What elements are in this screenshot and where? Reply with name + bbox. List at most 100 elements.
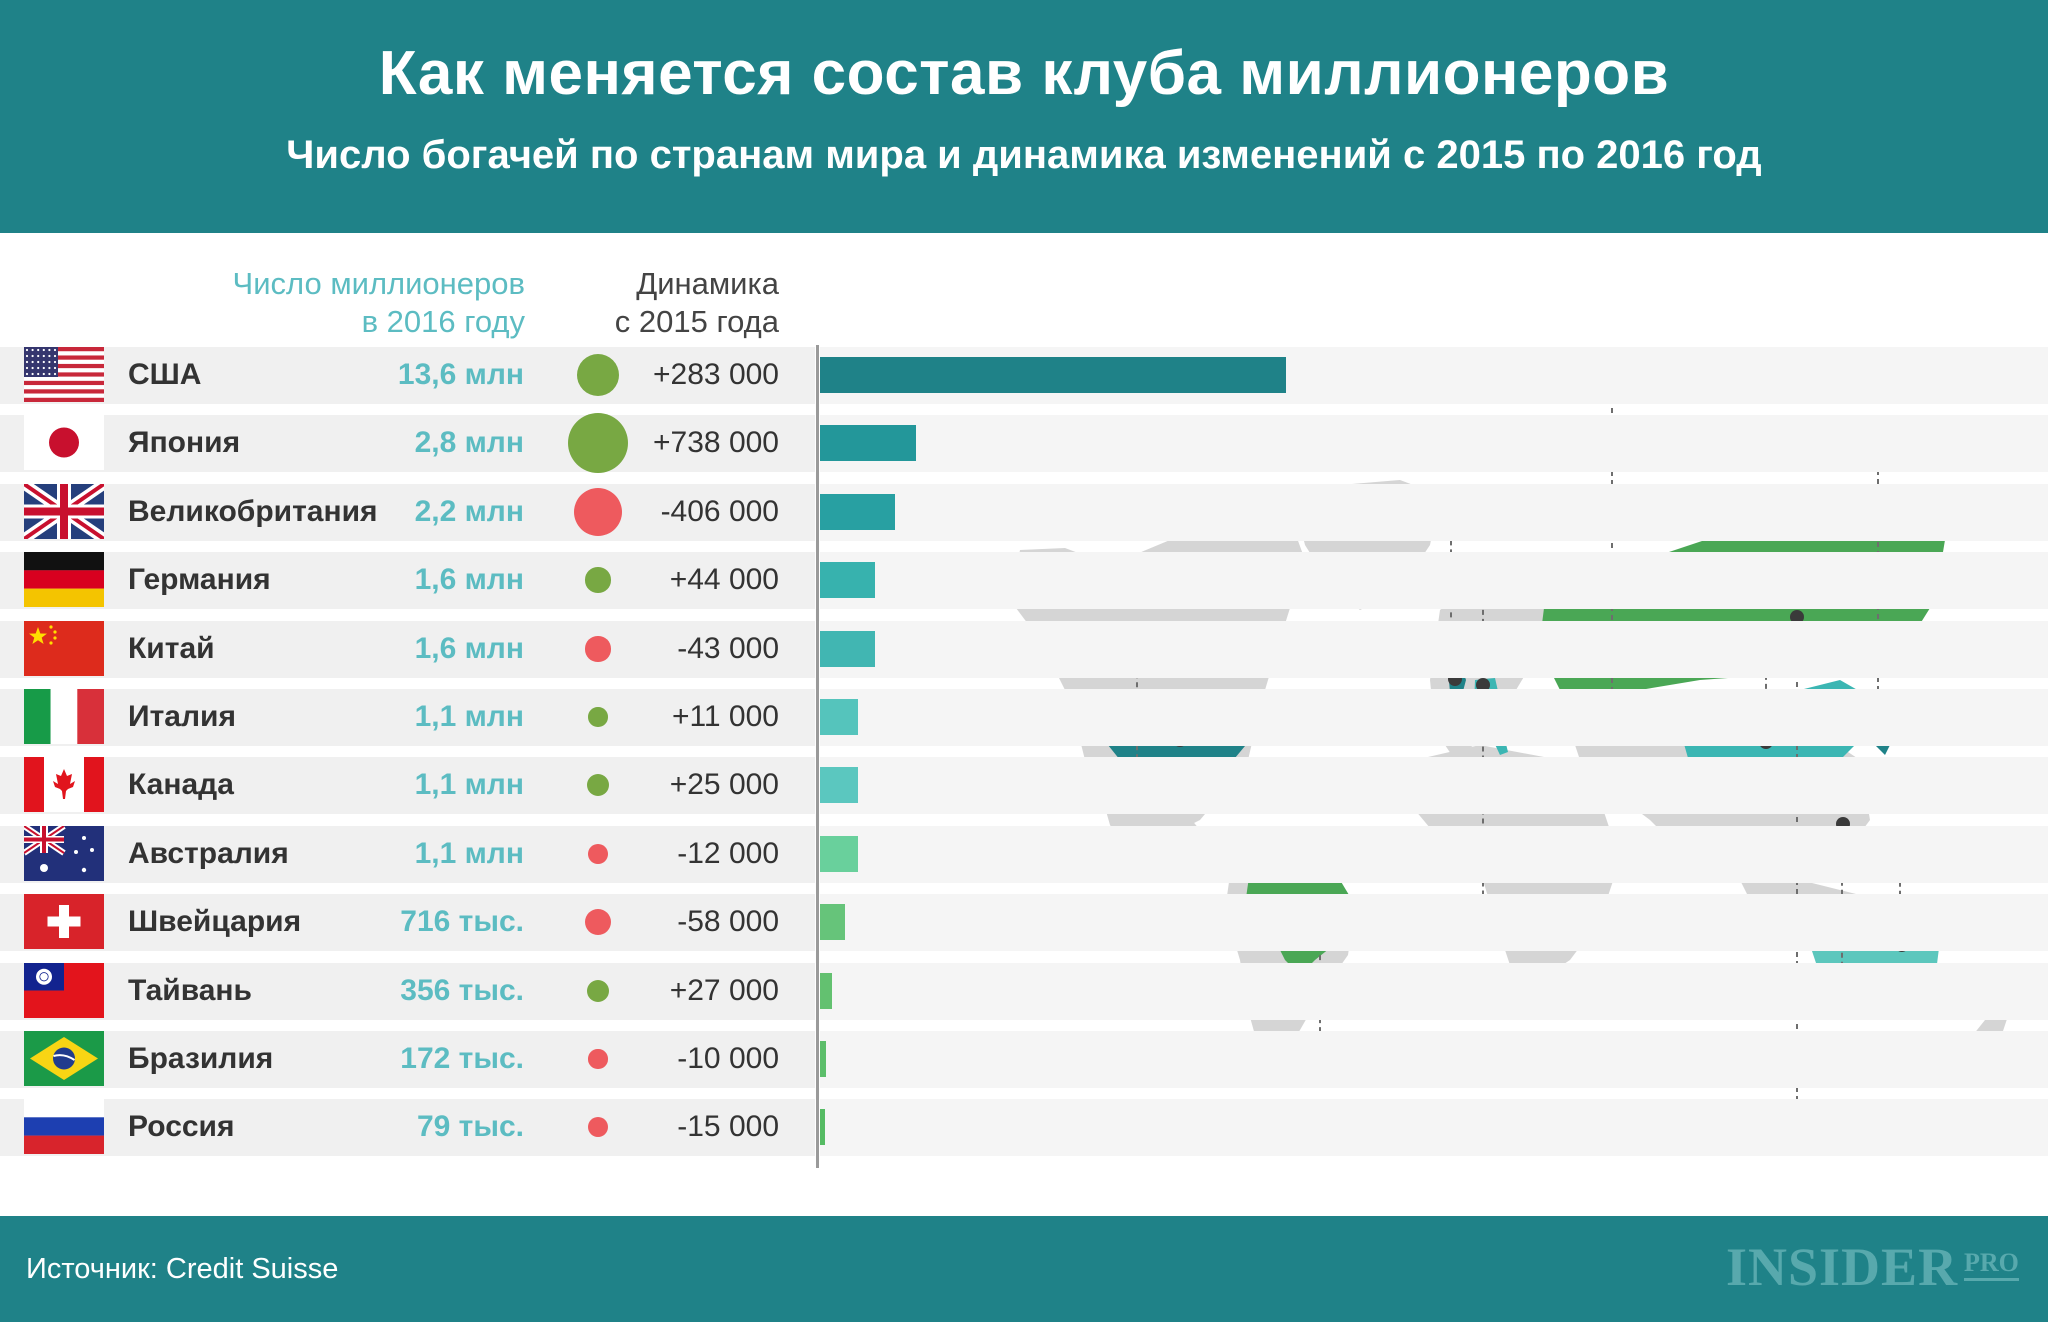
bar-5 [820, 631, 875, 667]
row-stripe [820, 1099, 2048, 1156]
footer: Источник: Credit Suisse INSIDER PRO [0, 1216, 2048, 1322]
flag-uk-icon [24, 484, 104, 539]
change-dot-negative [587, 1116, 609, 1138]
count-column-header: Число миллионеров в 2016 году [233, 265, 525, 341]
change-value: +25 000 [669, 768, 779, 801]
flag-italy-icon [24, 689, 104, 744]
change-dot-negative [573, 487, 623, 537]
flag-australia-icon [24, 826, 104, 881]
table-row: Великобритания 2,2 млн -406 000 [0, 484, 2048, 541]
flag-brazil-icon [24, 1031, 104, 1086]
change-value: -15 000 [677, 1110, 779, 1143]
country-name: Тайвань [128, 974, 252, 1007]
flag-usa-icon [24, 347, 104, 402]
map-marker [1790, 610, 1804, 624]
row-stripe [0, 1031, 815, 1088]
change-header-line1: Динамика [636, 266, 779, 301]
insider-pro-logo: INSIDER [1726, 1237, 1959, 1297]
bar-1 [820, 357, 1286, 393]
bar-10 [820, 973, 833, 1009]
source-note: Источник: Credit Suisse [26, 1253, 339, 1285]
count-header-line1: Число миллионеров [232, 266, 525, 301]
change-value: +27 000 [669, 974, 779, 1007]
table-row: Италия 1,1 млн +11 000 [0, 689, 2048, 746]
table-row: Китай 1,6 млн -43 000 [0, 621, 2048, 678]
country-name: Австралия [128, 837, 289, 870]
change-dot-positive [576, 353, 620, 397]
row-stripe [820, 826, 2048, 883]
table-row: Германия 1,6 млн +44 000 [0, 552, 2048, 609]
change-value: +11 000 [671, 700, 779, 733]
bar-12 [820, 1109, 825, 1145]
change-dot-positive [568, 413, 628, 473]
country-name: Китай [128, 632, 215, 665]
change-value: +44 000 [669, 563, 779, 596]
row-stripe [820, 621, 2048, 678]
bar-axis-line [816, 345, 819, 1168]
row-stripe [0, 347, 815, 404]
country-name: Канада [128, 768, 234, 801]
insider-pro-logo-suffix: PRO [1964, 1248, 2019, 1281]
millionaire-count: 1,1 млн [414, 837, 524, 870]
row-stripe [0, 484, 815, 541]
table-row: Тайвань 356 тыс. +27 000 [0, 963, 2048, 1020]
chart-title: Как меняется состав клуба миллионеров [378, 39, 1670, 108]
header-banner: Как меняется состав клуба миллионеров Чи… [0, 0, 2048, 233]
change-dot-positive [588, 707, 608, 727]
table-row: Япония 2,8 млн +738 000 [0, 413, 2048, 473]
country-name: Россия [128, 1110, 235, 1143]
flag-taiwan-icon [24, 963, 104, 1018]
change-dot-positive [585, 567, 611, 593]
millionaire-count: 1,6 млн [414, 632, 524, 665]
row-stripe [0, 552, 815, 609]
change-dot-positive [586, 773, 610, 797]
bar-11 [820, 1041, 826, 1077]
table-row: США 13,6 млн +283 000 [0, 347, 2048, 404]
bar-2 [820, 425, 916, 461]
change-value: -406 000 [660, 495, 779, 528]
bar-4 [820, 562, 875, 598]
flag-switzerland-icon [24, 894, 104, 949]
flag-canada-icon [24, 757, 104, 812]
millionaire-count: 79 тыс. [416, 1110, 524, 1143]
change-dot-negative [584, 908, 612, 936]
bar-6 [820, 699, 858, 735]
change-column-header: Динамика с 2015 года [615, 265, 779, 341]
millionaire-count: 356 тыс. [400, 974, 524, 1007]
map-russia [1540, 515, 1945, 715]
country-name: Швейцария [128, 905, 302, 938]
millionaire-count: 1,1 млн [414, 768, 524, 801]
row-stripe [0, 1099, 815, 1156]
millionaire-count: 2,2 млн [414, 495, 524, 528]
flag-japan-icon [24, 415, 104, 470]
change-value: -10 000 [677, 1042, 779, 1075]
country-name: США [128, 358, 202, 391]
row-stripe [0, 689, 815, 746]
chart-subtitle: Число богачей по странам мира и динамика… [286, 133, 1762, 177]
count-header-line2: в 2016 году [361, 304, 525, 339]
bar-9 [820, 904, 845, 940]
change-dot-negative [585, 636, 611, 662]
change-dot-negative [588, 844, 608, 864]
change-value: +283 000 [653, 358, 779, 391]
bar-7 [820, 767, 858, 803]
row-stripe [820, 757, 2048, 814]
table-row: Швейцария 716 тыс. -58 000 [0, 894, 2048, 951]
change-value: -58 000 [677, 905, 779, 938]
table-row: Россия 79 тыс. -15 000 [0, 1099, 2048, 1156]
country-name: Бразилия [128, 1042, 274, 1075]
row-stripe [0, 621, 815, 678]
row-stripe [820, 963, 2048, 1020]
flag-china-icon [24, 621, 104, 676]
millionaire-count: 172 тыс. [400, 1042, 524, 1075]
change-dot-negative [588, 1049, 608, 1069]
row-stripe [0, 415, 815, 472]
change-value: -12 000 [677, 837, 779, 870]
millionaire-count: 716 тыс. [400, 905, 524, 938]
row-stripe [0, 826, 815, 883]
change-value: -43 000 [677, 632, 779, 665]
millionaire-count: 2,8 млн [414, 426, 524, 459]
millionaire-count: 1,1 млн [414, 700, 524, 733]
table-row: Канада 1,1 млн +25 000 [0, 757, 2048, 814]
bar-8 [820, 836, 858, 872]
